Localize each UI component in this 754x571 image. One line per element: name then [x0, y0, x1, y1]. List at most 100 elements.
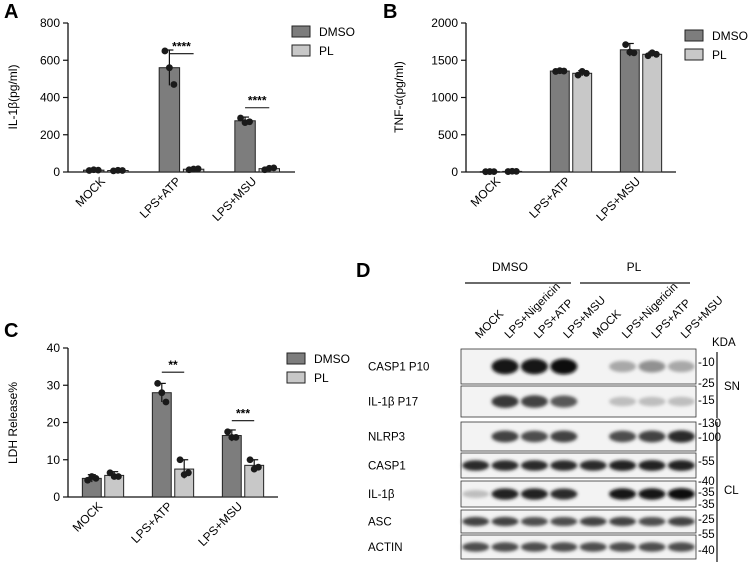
- p2-category-label: LPS+ATP: [128, 499, 175, 546]
- p0-point: [119, 167, 126, 174]
- p2-point: [176, 456, 184, 464]
- p0-point: [170, 81, 178, 88]
- wb-marker-label: -100: [698, 432, 721, 444]
- wb-band: [491, 488, 519, 500]
- panel-letter-a: A: [4, 1, 18, 23]
- wb-band: [609, 516, 637, 527]
- panel-letter-d: D: [356, 260, 370, 282]
- wb-markers: -10-25-15-130-100-55-40-35-35-25-55-40: [698, 357, 721, 557]
- p2-point: [92, 474, 100, 482]
- wb-band: [520, 542, 548, 552]
- wb-row-frame: [460, 509, 697, 534]
- wb-rows: CASP1 P10 IL-1β P17 NLRP3 CASP1 IL-1β ASC ACTI…: [368, 348, 697, 560]
- p1-point: [560, 67, 568, 75]
- wb-band: [609, 542, 637, 552]
- wb-band: [550, 358, 578, 375]
- wb-band: [550, 488, 578, 500]
- p2-point: [254, 463, 262, 471]
- wb-kda-label: KDA: [712, 337, 736, 349]
- wb-row-label: IL-1β: [368, 489, 395, 501]
- wb-band: [462, 490, 490, 498]
- wb-band: [638, 396, 666, 407]
- p1-legend-label-pl: PL: [712, 48, 727, 62]
- wb-band: [491, 516, 519, 527]
- wb-marker-label: -40: [698, 545, 715, 557]
- panel-letter-b: B: [383, 1, 397, 23]
- wb-band: [667, 396, 695, 407]
- p1-category-label: LPS+MSU: [593, 174, 643, 224]
- wb-band: [638, 488, 666, 500]
- wb-marker-label: -10: [698, 357, 715, 369]
- chart-a: 0 200 400 600 800 IL-1β(pg/ml) MOCK LPS+ATP LPS+…: [6, 16, 355, 224]
- wb-band: [462, 516, 490, 527]
- wb-band: [550, 460, 578, 471]
- p2-point: [114, 473, 122, 480]
- wb-band: [491, 358, 519, 375]
- p1-point: [512, 168, 520, 175]
- p2-category-label: MOCK: [70, 499, 105, 534]
- wb-marker-label: -25: [698, 378, 715, 390]
- wb-band: [667, 516, 695, 527]
- wb-marker-label: -35: [698, 499, 715, 511]
- p2-legend-label-pl: PL: [314, 371, 329, 385]
- wb-marker-label: -35: [698, 487, 715, 499]
- wb-band: [491, 430, 519, 443]
- p2-bar-dmso-1: [151, 392, 172, 498]
- p2-sig-label: ***: [236, 407, 250, 421]
- p0-legend-label-pl: PL: [319, 44, 334, 58]
- wb-marker-label: -55: [698, 529, 715, 541]
- wb-band: [609, 430, 637, 443]
- p0-point: [165, 64, 173, 72]
- wb-band: [520, 460, 548, 471]
- p2-bar-dmso-2: [221, 435, 242, 498]
- wb-row-label: ASC: [368, 517, 392, 529]
- p0-sig-label: ****: [248, 94, 267, 108]
- wb-band: [462, 460, 490, 471]
- wb-band: [520, 395, 548, 408]
- p2-point: [232, 434, 240, 441]
- wb-band: [579, 542, 607, 552]
- wb-band: [609, 396, 637, 407]
- wb-band: [667, 460, 695, 471]
- wb-group-dmso: DMSO: [492, 260, 528, 274]
- wb-band: [609, 360, 637, 373]
- wb-band: [667, 430, 695, 443]
- wb-marker-label: -15: [698, 395, 715, 407]
- p0-point: [194, 165, 202, 173]
- p1-bar-pl-1: [572, 72, 593, 173]
- p1-point: [630, 49, 638, 57]
- p1-category-label: LPS+ATP: [526, 174, 573, 221]
- wb-band: [667, 542, 695, 552]
- wb-marker-label: -55: [698, 456, 715, 468]
- p0-ytick-label: 200: [40, 128, 60, 142]
- wb-band: [520, 488, 548, 500]
- wb-band: [638, 542, 666, 552]
- wb-band: [579, 460, 607, 471]
- chart-b: 0 500 1000 1500 2000 TNF-α(pg/ml) MOCK LPS+ATP L…: [392, 16, 748, 224]
- wb-band: [491, 395, 519, 408]
- wb-band: [638, 460, 666, 471]
- wb-row-label: CASP1 P10: [368, 362, 429, 374]
- p0-sig-label: ****: [172, 40, 191, 54]
- p1-legend-swatch-dmso: [684, 29, 704, 42]
- p0-bar-dmso-2: [234, 120, 256, 173]
- p1-point: [582, 69, 590, 77]
- wb-band: [520, 430, 548, 443]
- p0-point: [270, 164, 278, 172]
- wb-lane-label: MOCK: [473, 308, 506, 341]
- p2-point: [224, 428, 232, 436]
- p1-ytick-label: 2000: [431, 16, 458, 30]
- wb-band: [638, 360, 666, 373]
- wb-band: [638, 516, 666, 527]
- wb-band: [462, 542, 490, 552]
- p0-legend-label-dmso: DMSO: [319, 25, 355, 39]
- wb-band: [550, 542, 578, 552]
- chart-c: 0 10 20 30 40 LDH Release% MOCK LPS+ATP LPS+MSU *…: [6, 341, 350, 549]
- p1-y-label: TNF-α(pg/ml): [392, 61, 406, 133]
- p1-point: [652, 50, 660, 58]
- wb-row-label: CASP1: [368, 461, 406, 473]
- wb-band: [520, 516, 548, 527]
- p0-ytick-label: 0: [53, 165, 60, 179]
- p2-sig-label: **: [168, 358, 178, 372]
- p2-point: [162, 398, 170, 406]
